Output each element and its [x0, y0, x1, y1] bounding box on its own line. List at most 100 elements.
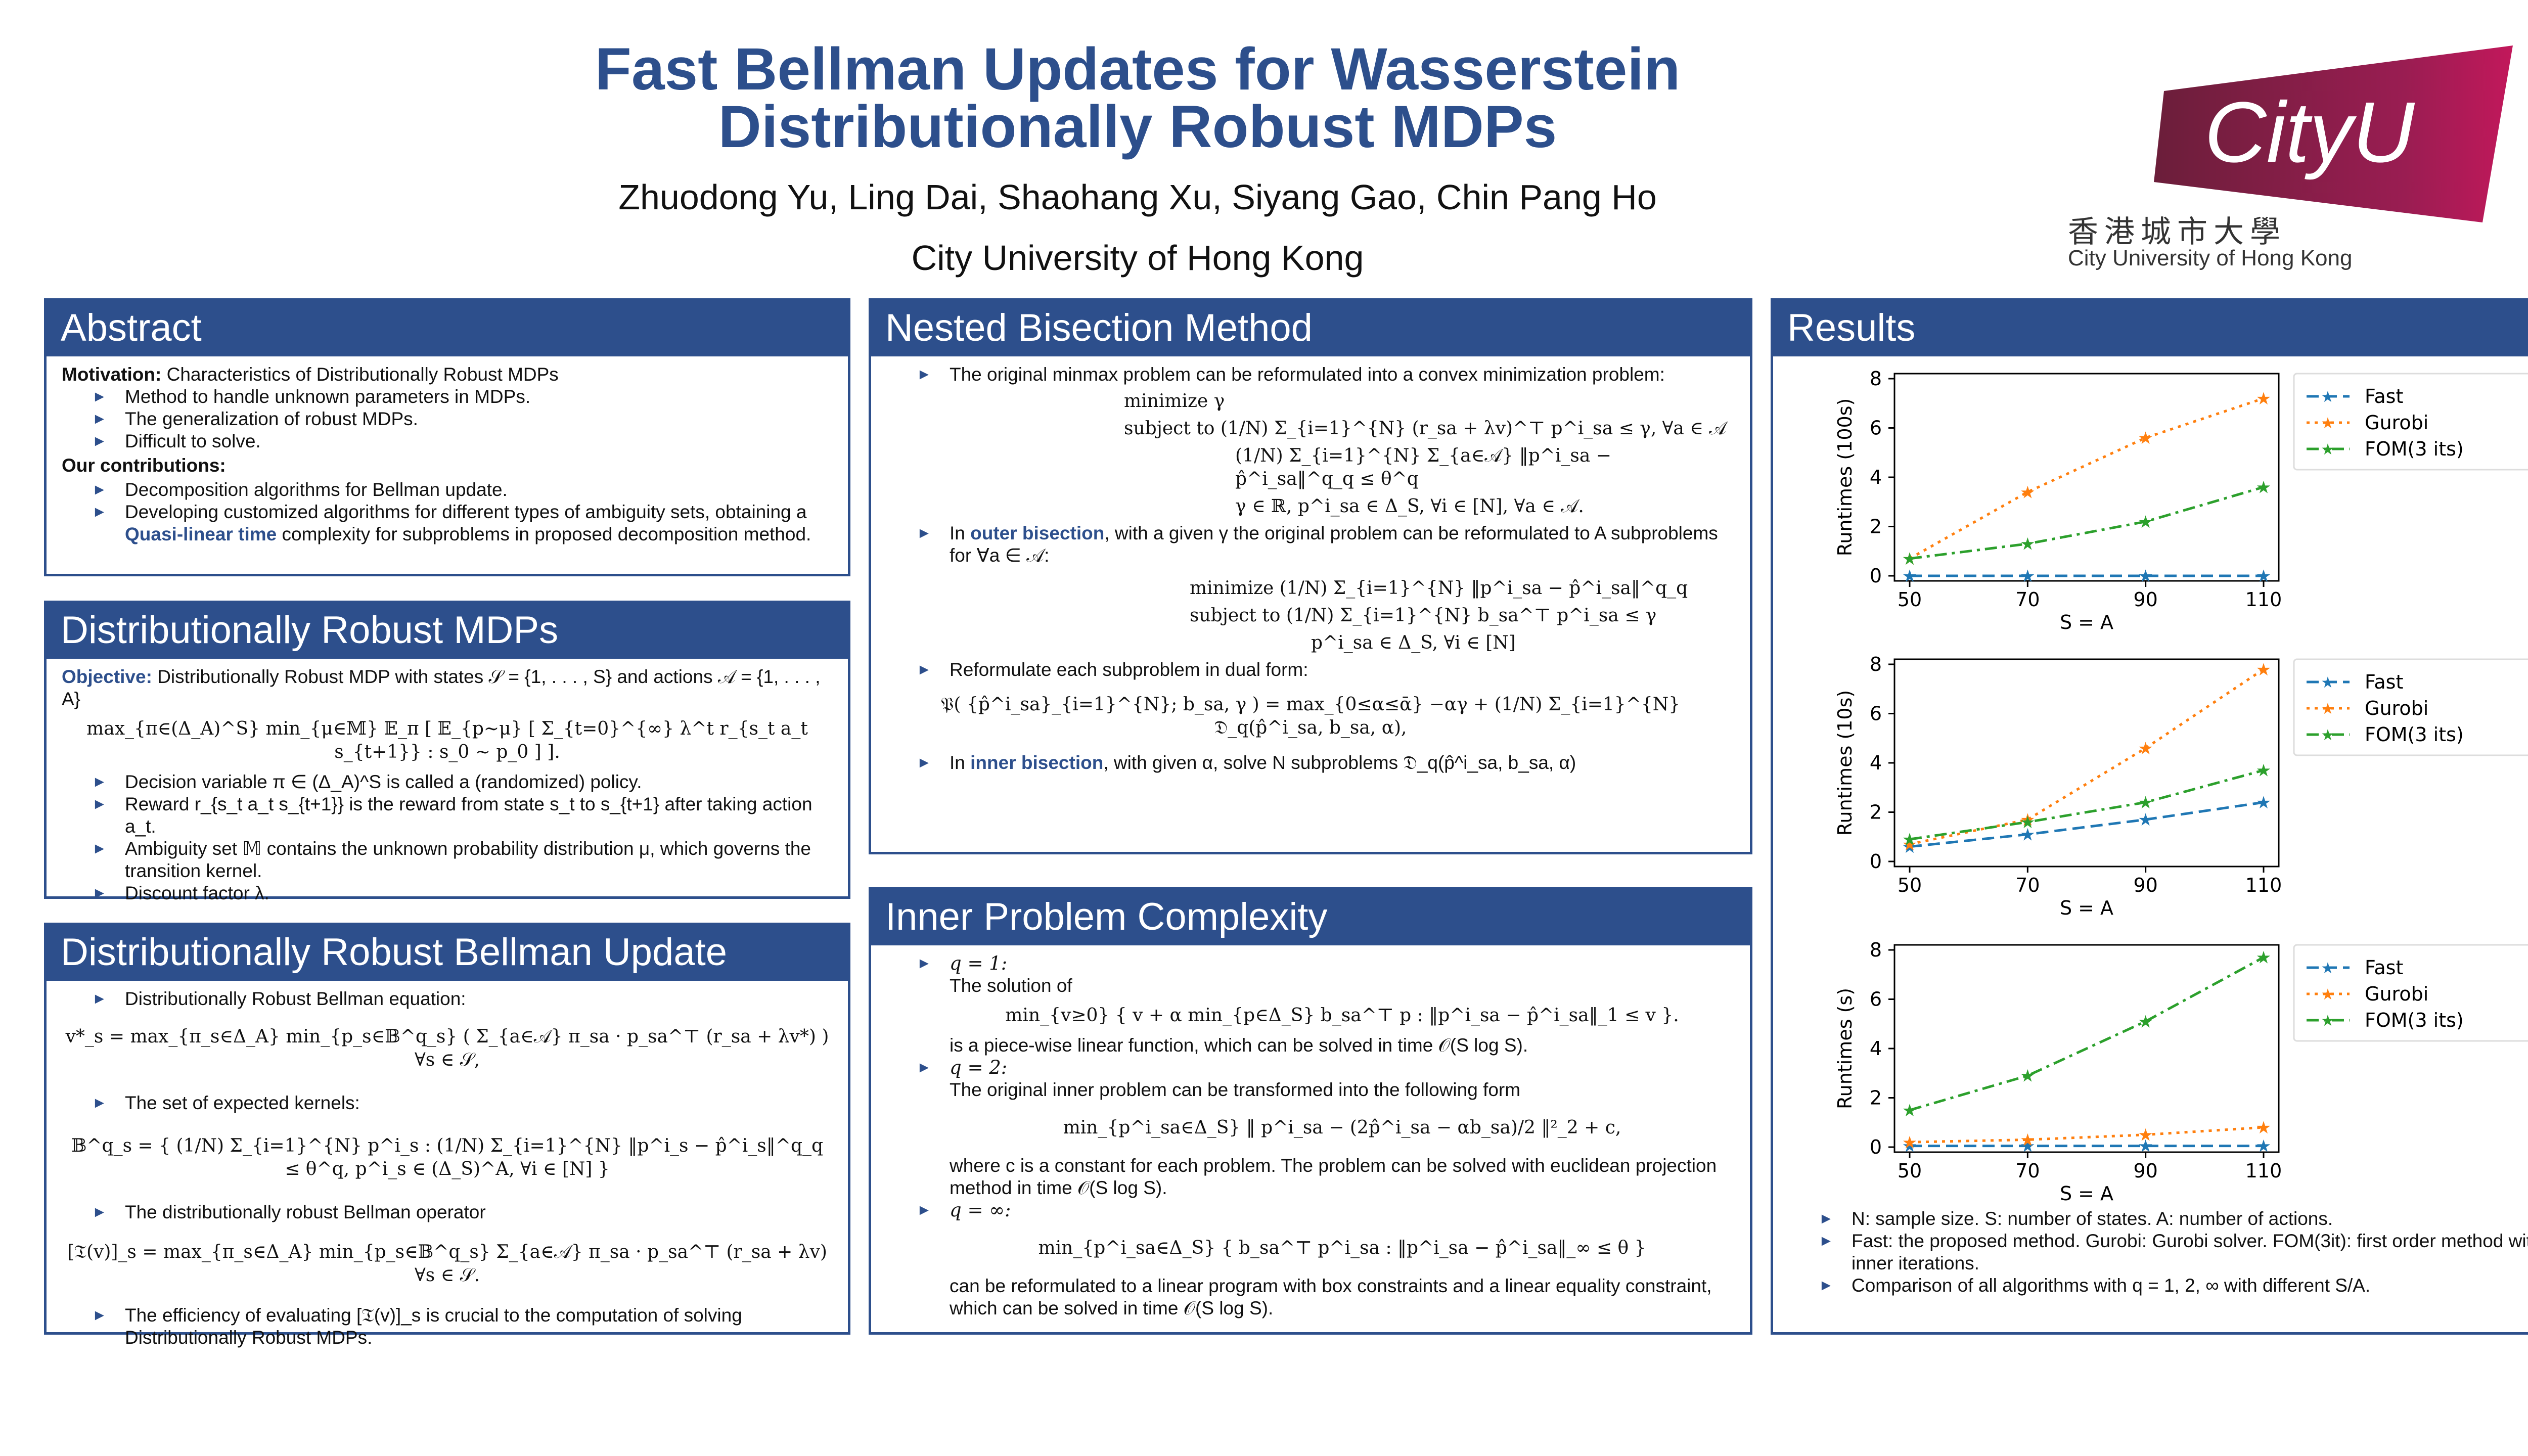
series-line-gurobi	[1909, 668, 2265, 846]
legend-label: Gurobi	[2365, 412, 2428, 434]
legend-marker: ★	[2321, 415, 2335, 432]
data-point: ★	[2256, 389, 2271, 409]
subproblem-constraint: subject to (1/N) Σ_{i=1}^{N} b_sa^⊤ p^i_…	[1190, 605, 1657, 626]
series-line-fom-3-its-	[1909, 956, 2265, 1112]
data-point: ★	[2256, 566, 2271, 586]
objective-label: Objective:	[62, 666, 152, 687]
data-point: ★	[2256, 478, 2271, 498]
legend-label: Fast	[2365, 957, 2403, 979]
quasi-linear-highlight: Quasi-linear time	[125, 524, 277, 544]
q2-item: q = 2: The original inner problem can be…	[901, 1057, 1735, 1199]
convex-formula-domain: γ ∈ ℝ, p^i_sa ∈ Δ_S, ∀i ∈ [N], ∀a ∈ 𝒜.	[1235, 496, 1584, 517]
legend-marker: ★	[2321, 674, 2335, 692]
data-point: ★	[2020, 825, 2035, 845]
series-line-gurobi	[1909, 1126, 2264, 1144]
qinf-label: q = ∞:	[950, 1199, 1011, 1221]
logo-banner-shape	[2154, 46, 2513, 222]
data-point: ★	[2138, 512, 2153, 532]
x-tick-label: 70	[2015, 1160, 2040, 1182]
data-point: ★	[2138, 1125, 2153, 1146]
authors: Zhuodong Yu, Ling Dai, Shaohang Xu, Siya…	[618, 177, 1657, 217]
contribution-item: Decomposition algorithms for Bellman upd…	[77, 479, 833, 501]
results-note: Comparison of all algorithms with q = 1,…	[1803, 1275, 2528, 1297]
q1-label: q = 1:	[950, 952, 1008, 974]
motivation-label: Motivation:	[62, 364, 162, 385]
q1-item: q = 1: The solution of min_{v≥0} { v + α…	[901, 952, 1735, 1057]
inner-complexity-title: Inner Problem Complexity	[871, 890, 1750, 945]
data-point: ★	[1902, 566, 1917, 586]
inner-complexity-panel: Inner Problem Complexity q = 1: The solu…	[869, 887, 1752, 1335]
title-line-2: Distributionally Robust MDPs	[718, 94, 1557, 160]
q2-label: q = 2:	[950, 1057, 1008, 1078]
data-point: ★	[2138, 739, 2153, 759]
logo-chinese-name: 香港城市大學	[2068, 214, 2286, 250]
legend-label: FOM(3 its)	[2365, 1009, 2464, 1031]
q2-text: The original inner problem can be transf…	[950, 1079, 1521, 1100]
y-axis-label: Runtimes (100s)	[1834, 398, 1856, 557]
logo-text: CityU	[2204, 84, 2415, 180]
y-tick-label: 6	[1870, 703, 1882, 725]
y-tick-label: 8	[1870, 939, 1882, 961]
nested-item: The original minmax problem can be refor…	[901, 363, 1735, 386]
q2-formula: min_{p^i_sa∈Δ_S} ‖ p^i_sa − (2p̂^i_sa − …	[1063, 1117, 1621, 1138]
legend-label: Fast	[2365, 385, 2403, 407]
dual-formula: 𝔓( {p̂^i_sa}_{i=1}^{N}; b_sa, γ ) = max_…	[940, 694, 1681, 738]
affiliation: City University of Hong Kong	[911, 238, 1364, 278]
bellman-item: Distributionally Robust Bellman equation…	[77, 988, 833, 1010]
subproblem-domain: p^i_sa ∈ Δ_S, ∀i ∈ [N]	[1311, 632, 1516, 653]
outer-bisection-highlight: outer bisection	[970, 523, 1105, 543]
y-tick-label: 0	[1870, 565, 1882, 587]
data-point: ★	[2138, 1012, 2153, 1032]
data-point: ★	[2020, 566, 2035, 586]
title-line-1: Fast Bellman Updates for Wasserstein	[595, 36, 1681, 103]
logo-english-name: City University of Hong Kong	[2068, 246, 2353, 270]
data-point: ★	[1902, 1132, 1917, 1153]
drmdp-item: Discount factor λ.	[77, 882, 833, 904]
x-axis-label: S = A	[2060, 1182, 2113, 1205]
results-charts: 0 2 4 6 8 50 70 90 110 S = A Runtimes (100s) ★ ★ ★ ★ ★ ★…	[1788, 363, 2528, 1205]
x-tick-label: 90	[2133, 874, 2157, 896]
data-point: ★	[2256, 1118, 2271, 1138]
drmdp-item: Ambiguity set 𝕄 contains the unknown pro…	[77, 838, 833, 882]
series-line-fast	[1909, 801, 2264, 848]
nested-text: , with given α, solve N subproblems 𝔇_q(…	[1103, 752, 1576, 773]
y-axis-label: Runtimes (s)	[1834, 988, 1856, 1109]
data-point: ★	[2138, 793, 2153, 813]
qinf-after: can be reformulated to a linear program …	[950, 1276, 1712, 1318]
motivation-text: Characteristics of Distributionally Robu…	[166, 364, 559, 385]
results-note: N: sample size. S: number of states. A: …	[1803, 1208, 2528, 1230]
kernel-set-formula: 𝔹^q_s = { (1/N) Σ_{i=1}^{N} p^i_s : (1/N…	[71, 1135, 824, 1179]
qinf-formula: min_{p^i_sa∈Δ_S} { b_sa^⊤ p^i_sa : ‖p^i_…	[1038, 1238, 1646, 1258]
drmdp-panel: Distributionally Robust MDPs Objective: …	[44, 601, 850, 904]
data-point: ★	[2256, 1136, 2271, 1157]
y-tick-label: 8	[1870, 368, 1882, 390]
x-tick-label: 50	[1898, 588, 1922, 611]
y-tick-label: 2	[1870, 1087, 1882, 1109]
drmdp-formula: max_{π∈(Δ_A)^S} min_{μ∈𝕄} 𝔼_π [ 𝔼_{p∼μ} …	[86, 718, 808, 762]
y-tick-label: 2	[1870, 516, 1882, 538]
x-tick-label: 70	[2015, 588, 2040, 611]
x-axis-label: S = A	[2060, 897, 2113, 919]
y-axis-label: Runtimes (10s)	[1834, 690, 1856, 836]
data-point: ★	[2020, 1066, 2035, 1086]
objective-text: Distributionally Robust MDP with states …	[62, 666, 821, 709]
y-tick-label: 4	[1870, 1037, 1882, 1060]
legend-box	[2293, 944, 2528, 1042]
y-tick-label: 0	[1870, 1136, 1882, 1158]
q1-text: The solution of	[950, 975, 1072, 996]
data-point: ★	[2256, 660, 2271, 680]
nested-item: Reformulate each subproblem in dual form…	[901, 659, 1735, 681]
x-tick-label: 50	[1898, 874, 1922, 896]
legend-marker: ★	[2321, 960, 2335, 977]
bellman-operator-formula: [𝔗(v)]_s = max_{π_s∈Δ_A} min_{p_s∈𝔹^q_s}…	[67, 1242, 827, 1286]
drmdp-item: Decision variable π ∈ (Δ_A)^S is called …	[77, 771, 833, 793]
legend-marker: ★	[2321, 1012, 2335, 1030]
legend-marker: ★	[2321, 441, 2335, 459]
results-note: Fast: the proposed method. Gurobi: Gurob…	[1803, 1230, 2528, 1275]
data-point: ★	[2256, 793, 2271, 813]
y-tick-label: 4	[1870, 466, 1882, 488]
convex-formula-constraint1: subject to (1/N) Σ_{i=1}^{N} (r_sa + λv)…	[1124, 418, 1727, 439]
x-tick-label: 70	[2015, 874, 2040, 896]
